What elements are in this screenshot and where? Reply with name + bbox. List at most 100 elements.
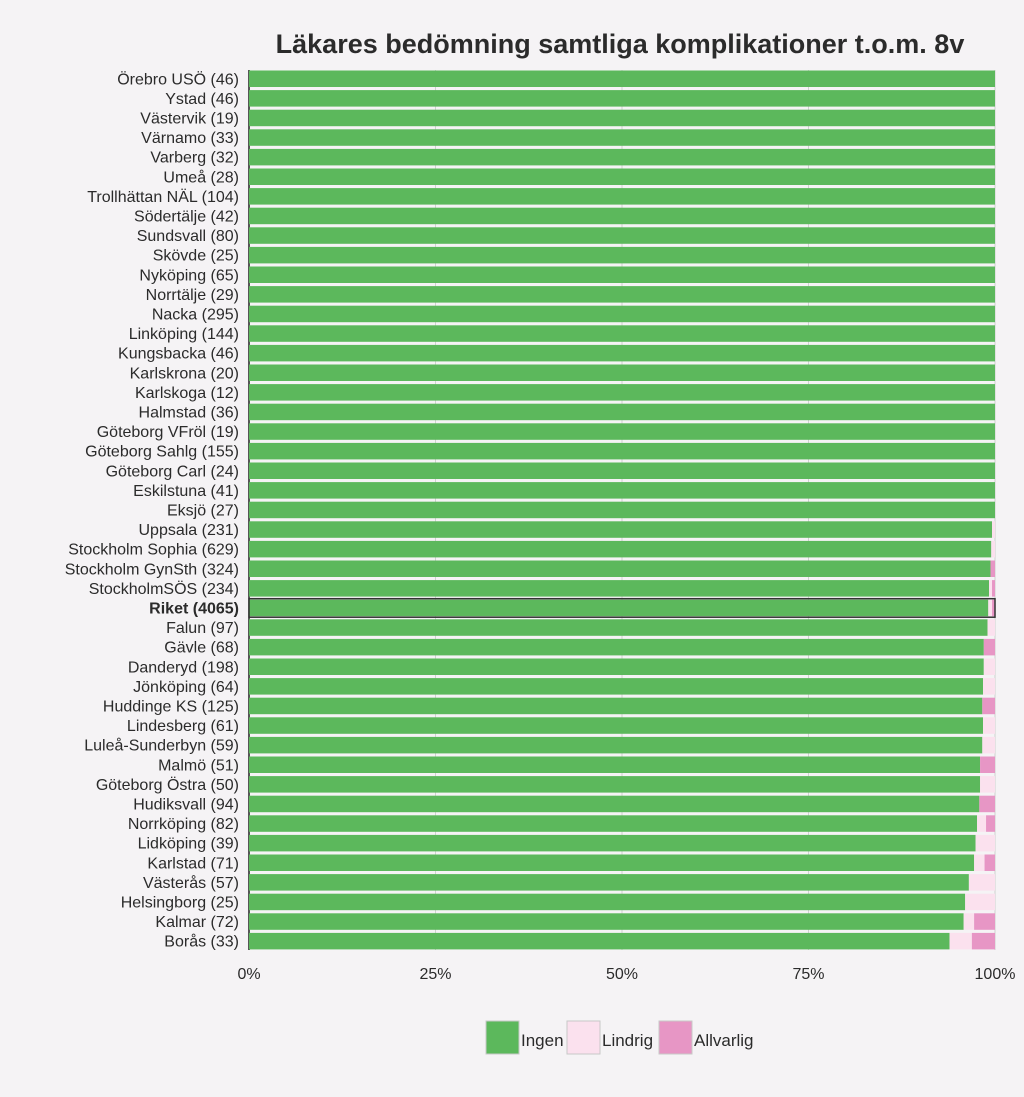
bar-segment-ingen[interactable] bbox=[249, 364, 995, 382]
bar-segment-ingen[interactable] bbox=[249, 599, 989, 617]
legend-label[interactable]: Allvarlig bbox=[694, 1031, 754, 1050]
bar-segment-lindrig[interactable] bbox=[980, 776, 995, 793]
bar-segment-ingen[interactable] bbox=[249, 854, 975, 872]
x-tick-label: 0% bbox=[237, 966, 260, 983]
bar-segment-ingen[interactable] bbox=[249, 756, 981, 774]
bar-segment-ingen[interactable] bbox=[249, 619, 988, 636]
highlight-outline bbox=[248, 597, 996, 618]
bar-segment-ingen[interactable] bbox=[249, 893, 966, 911]
bar-segment-allvarlig[interactable] bbox=[984, 854, 995, 872]
bar-segment-lindrig[interactable] bbox=[974, 854, 985, 872]
category-label: Danderyd (198) bbox=[128, 659, 239, 676]
category-label: Umeå (28) bbox=[163, 168, 239, 186]
bar-segment-allvarlig[interactable] bbox=[992, 599, 995, 617]
bar-segment-ingen[interactable] bbox=[249, 70, 995, 88]
bar-segment-ingen[interactable] bbox=[249, 305, 995, 323]
bar-segment-ingen[interactable] bbox=[249, 776, 981, 793]
legend[interactable]: Ingen Lindrig Allvarlig bbox=[485, 1020, 754, 1055]
category-label: Eskilstuna (41) bbox=[133, 483, 239, 500]
bar-segment-ingen[interactable] bbox=[249, 227, 995, 244]
x-tick-label: 75% bbox=[792, 966, 824, 983]
category-label: Trollhättan NÄL (104) bbox=[87, 188, 239, 206]
category-label: Halmstad (36) bbox=[139, 404, 239, 421]
bar-segment-ingen[interactable] bbox=[249, 834, 976, 852]
bar-segment-ingen[interactable] bbox=[249, 423, 995, 440]
bar-segment-ingen[interactable] bbox=[249, 560, 991, 578]
bar-segment-ingen[interactable] bbox=[249, 521, 993, 538]
bar-segment-ingen[interactable] bbox=[249, 246, 995, 264]
bar-segment-lindrig[interactable] bbox=[968, 874, 995, 891]
bar-segment-ingen[interactable] bbox=[249, 638, 984, 656]
bar-segment-lindrig[interactable] bbox=[983, 658, 995, 676]
bar-segment-ingen[interactable] bbox=[249, 795, 980, 813]
bar-segment-allvarlig[interactable] bbox=[992, 580, 995, 597]
bar-segment-ingen[interactable] bbox=[249, 403, 995, 421]
bar-segment-ingen[interactable] bbox=[249, 658, 984, 676]
bar-segment-allvarlig[interactable] bbox=[971, 932, 995, 950]
bar-segment-ingen[interactable] bbox=[249, 148, 995, 166]
bar-segment-ingen[interactable] bbox=[249, 188, 995, 205]
category-label: Sundsvall (80) bbox=[137, 228, 239, 245]
bar-segment-ingen[interactable] bbox=[249, 344, 995, 362]
bar-segment-ingen[interactable] bbox=[249, 874, 969, 891]
bar-segment-ingen[interactable] bbox=[249, 815, 978, 832]
bar-segment-ingen[interactable] bbox=[249, 697, 983, 715]
bar-segment-ingen[interactable] bbox=[249, 442, 995, 460]
bar-segment-ingen[interactable] bbox=[249, 580, 990, 597]
x-axis-ticks: 0% 25% 50% 75% 100% bbox=[237, 966, 1015, 983]
bar-segment-lindrig[interactable] bbox=[992, 521, 995, 538]
category-label: Örebro USÖ (46) bbox=[117, 70, 239, 88]
bar-segment-allvarlig[interactable] bbox=[980, 756, 995, 774]
bar-segment-allvarlig[interactable] bbox=[974, 913, 995, 930]
bar-segment-allvarlig[interactable] bbox=[983, 638, 995, 656]
bar-segment-ingen[interactable] bbox=[249, 286, 995, 303]
bar-segment-lindrig[interactable] bbox=[965, 893, 995, 911]
bar-segment-ingen[interactable] bbox=[249, 717, 984, 734]
category-label: Hudiksvall (94) bbox=[133, 796, 239, 813]
bar-segment-lindrig[interactable] bbox=[988, 599, 993, 617]
bar-segment-lindrig[interactable] bbox=[991, 540, 995, 558]
bar-segment-ingen[interactable] bbox=[249, 325, 995, 342]
category-label: Kalmar (72) bbox=[155, 914, 239, 931]
bar-segment-ingen[interactable] bbox=[249, 462, 995, 480]
bar-segment-lindrig[interactable] bbox=[989, 580, 993, 597]
legend-label[interactable]: Lindrig bbox=[602, 1031, 653, 1050]
bar-segment-allvarlig[interactable] bbox=[982, 697, 995, 715]
bar-segment-lindrig[interactable] bbox=[983, 717, 995, 734]
bar-segment-ingen[interactable] bbox=[249, 540, 992, 558]
bar-segment-lindrig[interactable] bbox=[982, 736, 995, 754]
bar-segment-ingen[interactable] bbox=[249, 129, 995, 146]
bar-segment-ingen[interactable] bbox=[249, 90, 995, 107]
category-label: Huddinge KS (125) bbox=[103, 698, 239, 715]
bar-segment-ingen[interactable] bbox=[249, 109, 995, 127]
bar-segment-ingen[interactable] bbox=[249, 384, 995, 401]
bar-segment-lindrig[interactable] bbox=[987, 619, 995, 636]
bar-segment-allvarlig[interactable] bbox=[990, 560, 995, 578]
bar-segment-lindrig[interactable] bbox=[975, 834, 995, 852]
bar-segment-ingen[interactable] bbox=[249, 266, 995, 284]
bar-segment-allvarlig[interactable] bbox=[986, 815, 995, 832]
bar-segment-lindrig[interactable] bbox=[963, 913, 975, 930]
bar-segment-ingen[interactable] bbox=[249, 482, 995, 499]
bar-segment-lindrig[interactable] bbox=[983, 678, 995, 695]
bar-segment-ingen[interactable] bbox=[249, 913, 964, 930]
legend-swatch-lindrig[interactable] bbox=[566, 1020, 601, 1055]
bar-segment-ingen[interactable] bbox=[249, 501, 995, 519]
bar-segment-lindrig[interactable] bbox=[977, 815, 987, 832]
bar-segment-ingen[interactable] bbox=[249, 168, 995, 186]
bar-segment-ingen[interactable] bbox=[249, 736, 983, 754]
legend-swatch-ingen[interactable] bbox=[485, 1020, 520, 1055]
bar-segment-allvarlig[interactable] bbox=[979, 795, 995, 813]
legend-label[interactable]: Ingen bbox=[521, 1031, 564, 1050]
category-label: Västerås (57) bbox=[143, 874, 239, 892]
category-label: Karlstad (71) bbox=[147, 855, 239, 872]
bar-segment-lindrig[interactable] bbox=[949, 932, 972, 950]
category-label: Södertälje (42) bbox=[134, 208, 239, 225]
bar-segment-ingen[interactable] bbox=[249, 207, 995, 225]
legend-swatch-allvarlig[interactable] bbox=[658, 1020, 693, 1055]
bar-segment-ingen[interactable] bbox=[249, 932, 950, 950]
category-label: StockholmSÖS (234) bbox=[89, 580, 239, 598]
bar-segment-ingen[interactable] bbox=[249, 678, 984, 695]
